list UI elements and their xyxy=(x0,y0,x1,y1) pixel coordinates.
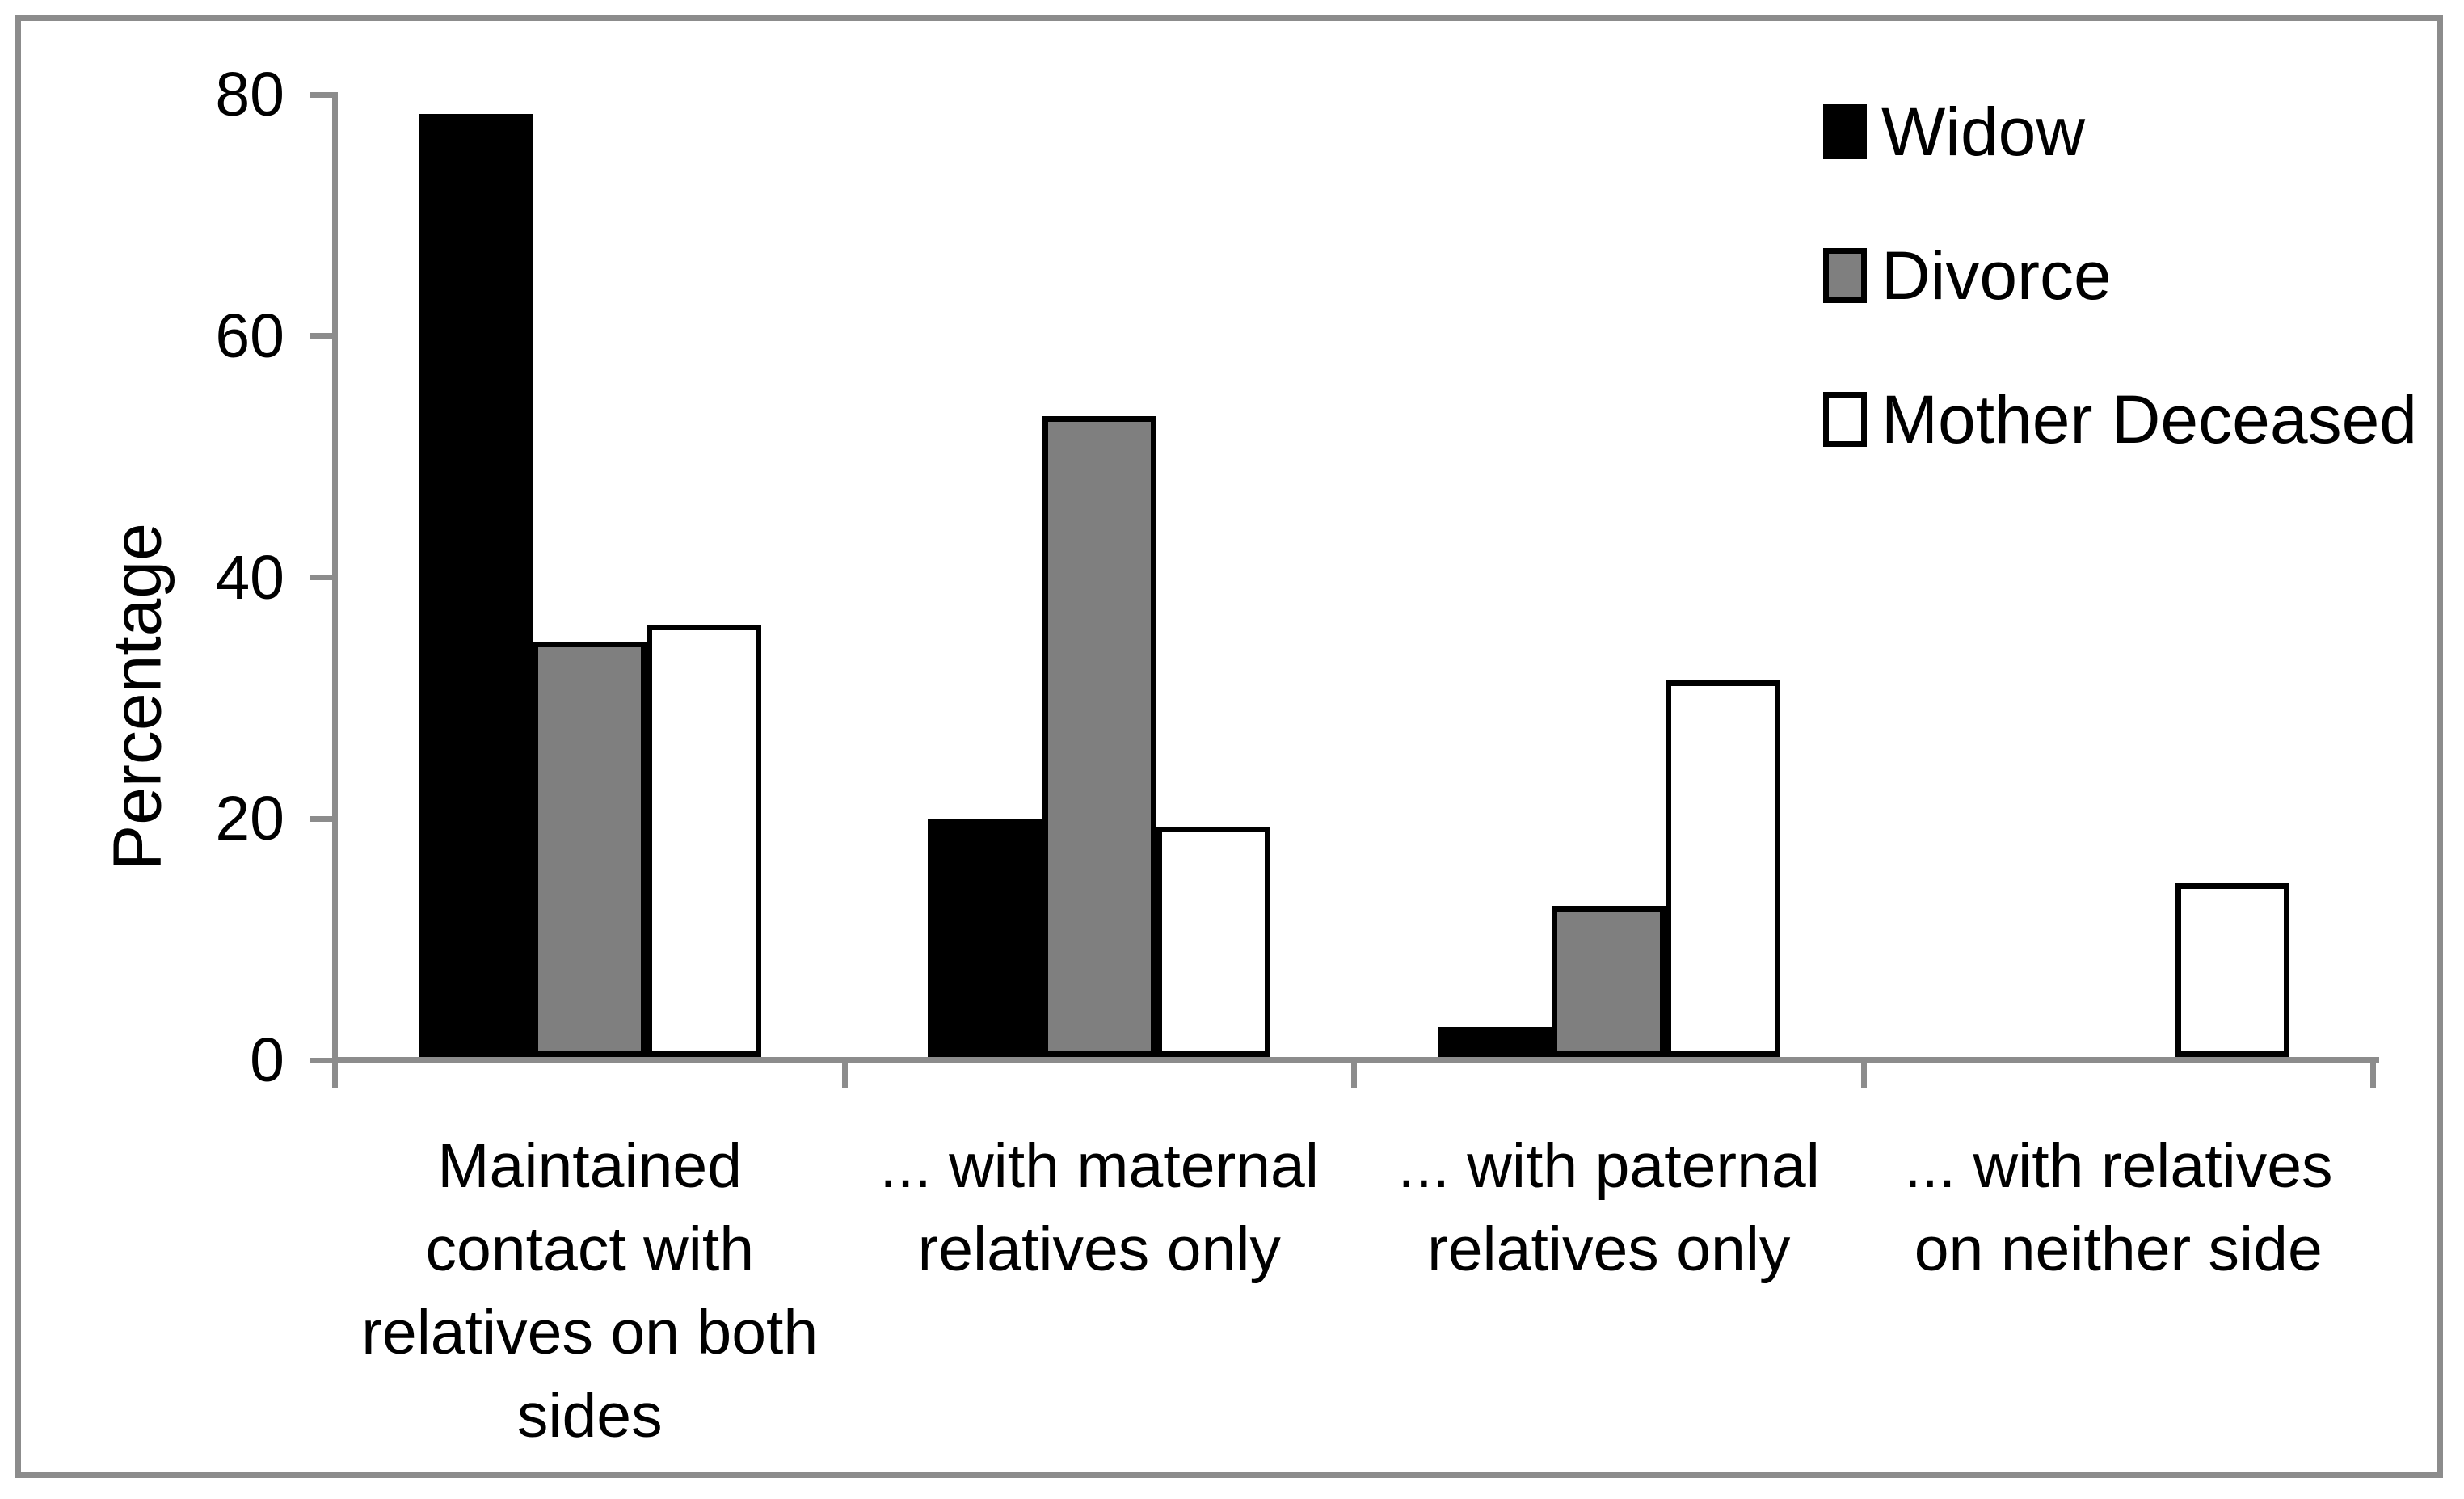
y-tick-mark xyxy=(310,333,333,339)
legend-label: Mother Deceased xyxy=(1881,381,2418,457)
bar-widow-group2 xyxy=(928,819,1042,1057)
x-tick-mark xyxy=(1351,1061,1357,1088)
y-tick-label: 40 xyxy=(215,542,284,613)
x-category-label: ... with paternal relatives only xyxy=(1397,1131,1820,1284)
x-tick-mark xyxy=(2370,1061,2376,1088)
y-axis-line xyxy=(332,92,338,1088)
x-category-label: Maintained contact with relatives on bot… xyxy=(361,1131,819,1451)
bar-mother-deceased-group1 xyxy=(647,625,761,1057)
bar-mother-deceased-group2 xyxy=(1156,826,1271,1057)
bar-divorce-group2 xyxy=(1042,415,1156,1057)
figure-border xyxy=(15,15,2443,1478)
y-tick-mark xyxy=(310,815,333,822)
bar-mother-deceased-group4 xyxy=(2175,882,2290,1057)
bar-mother-deceased-group3 xyxy=(1666,680,1780,1057)
bar-divorce-group3 xyxy=(1552,906,1666,1057)
legend-item-widow: Widow xyxy=(1823,93,2086,170)
legend-swatch-widow xyxy=(1823,104,1867,159)
y-tick-label: 0 xyxy=(250,1025,284,1095)
y-tick-label: 80 xyxy=(215,60,284,129)
legend-label: Divorce xyxy=(1881,237,2112,314)
legend-label: Widow xyxy=(1881,93,2086,170)
x-tick-mark xyxy=(841,1061,848,1088)
y-tick-label: 60 xyxy=(215,301,284,371)
y-tick-label: 20 xyxy=(215,784,284,854)
bar-widow-group3 xyxy=(1437,1026,1552,1057)
y-tick-mark xyxy=(310,575,333,580)
x-category-label: ... with relatives on neither side xyxy=(1903,1131,2333,1284)
y-tick-mark xyxy=(310,1057,333,1063)
y-tick-mark xyxy=(310,91,333,98)
x-category-label: ... with maternal relatives only xyxy=(879,1131,1319,1284)
legend-swatch-divorce xyxy=(1823,248,1867,303)
x-axis-line xyxy=(332,1057,2379,1063)
legend-swatch-mother-deceased xyxy=(1823,392,1867,447)
bar-divorce-group1 xyxy=(533,642,647,1057)
legend-item-divorce: Divorce xyxy=(1823,237,2112,314)
bar-widow-group1 xyxy=(418,114,533,1057)
x-tick-mark xyxy=(1860,1061,1867,1088)
legend-item-mother-deceased: Mother Deceased xyxy=(1823,381,2418,457)
